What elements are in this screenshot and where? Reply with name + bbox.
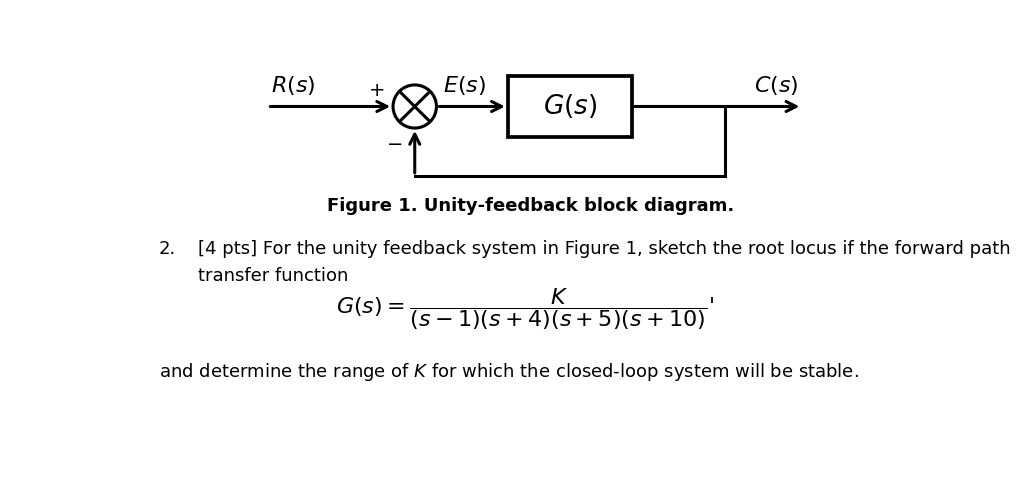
Text: $+$: $+$ <box>368 82 384 100</box>
Text: $C(s)$: $C(s)$ <box>754 74 799 97</box>
Text: Figure 1. Unity-feedback block diagram.: Figure 1. Unity-feedback block diagram. <box>328 196 734 215</box>
Text: transfer function: transfer function <box>198 267 348 285</box>
Bar <box>508 76 632 137</box>
Text: $R(s)$: $R(s)$ <box>271 74 315 97</box>
Text: [4 pts] For the unity feedback system in Figure 1, sketch the root locus if the : [4 pts] For the unity feedback system in… <box>198 240 1011 258</box>
Text: and determine the range of $K$ for which the closed-loop system will be stable.: and determine the range of $K$ for which… <box>159 361 859 382</box>
Text: $-$: $-$ <box>386 134 402 152</box>
Text: 2.: 2. <box>159 240 176 258</box>
Text: $G(s)$: $G(s)$ <box>543 92 597 121</box>
Text: $G(s) = \dfrac{K}{(s-1)(s+4)(s+5)(s+10)}$': $G(s) = \dfrac{K}{(s-1)(s+4)(s+5)(s+10)}… <box>336 286 714 332</box>
Text: $E(s)$: $E(s)$ <box>442 74 485 97</box>
